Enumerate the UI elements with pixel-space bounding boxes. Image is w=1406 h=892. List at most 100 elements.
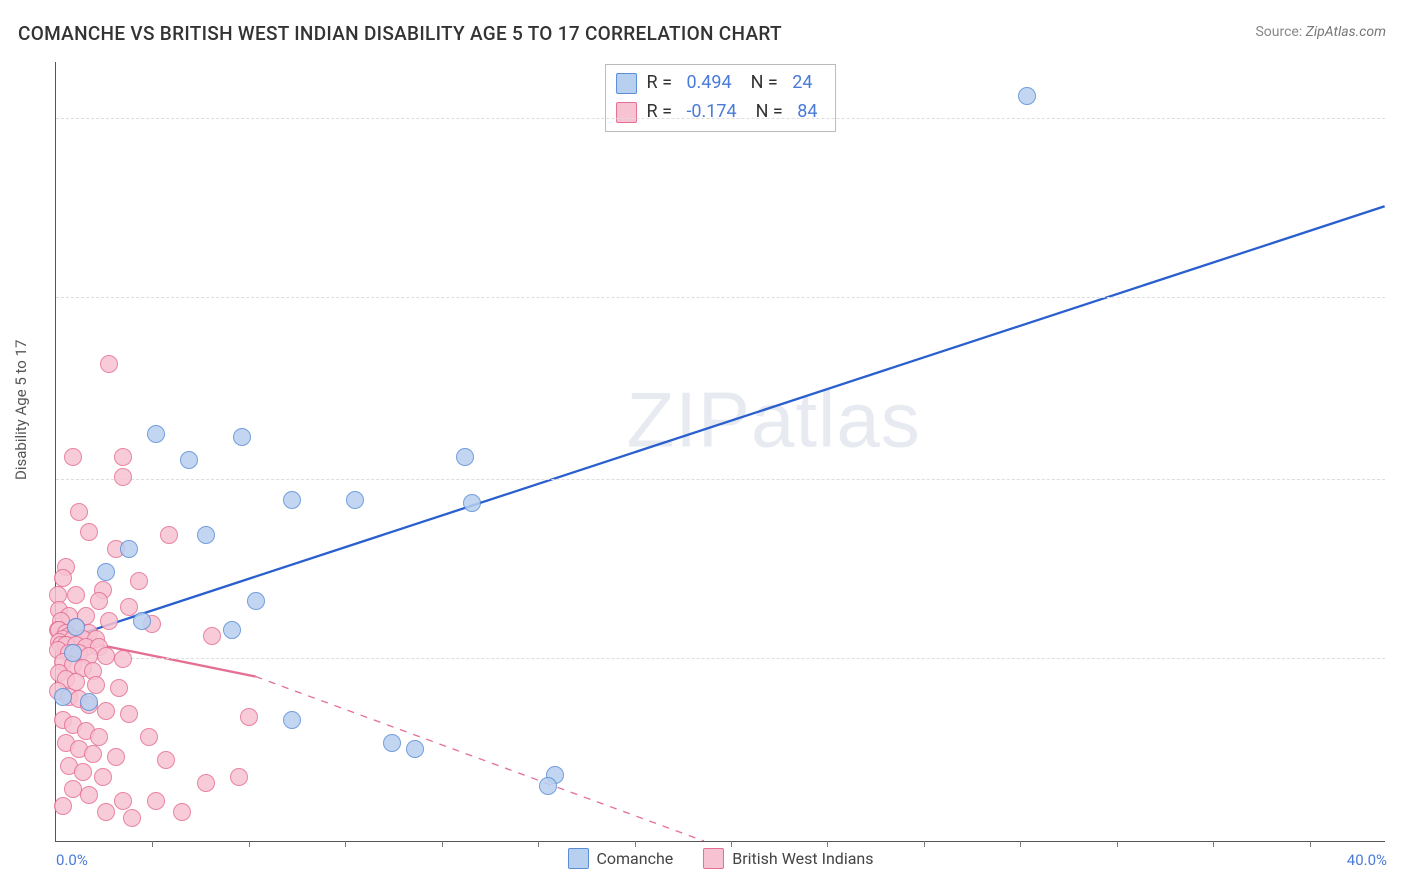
legend-item-bwi: British West Indians (703, 848, 873, 869)
data-point (90, 728, 108, 746)
stat-row-bwi: R = -0.174 N = 84 (616, 98, 818, 127)
data-point (64, 644, 82, 662)
data-point (120, 598, 138, 616)
data-point (346, 491, 364, 509)
stat-n-comanche: 24 (792, 69, 812, 98)
x-tick (1020, 841, 1021, 847)
swatch-comanche (567, 848, 588, 869)
x-tick (635, 841, 636, 847)
data-point (97, 803, 115, 821)
legend-label-comanche: Comanche (596, 849, 673, 868)
data-point (97, 647, 115, 665)
data-point (90, 592, 108, 610)
page-title: COMANCHE VS BRITISH WEST INDIAN DISABILI… (18, 22, 782, 45)
source-value: ZipAtlas.com (1306, 24, 1386, 40)
correlation-stats-box: R = 0.494 N = 24 R = -0.174 N = 84 (605, 64, 837, 132)
x-tick (1213, 841, 1214, 847)
stat-n-label: N = (747, 98, 788, 127)
x-tick (152, 841, 153, 847)
data-point (197, 774, 215, 792)
data-point (160, 526, 178, 544)
data-point (147, 425, 165, 443)
data-point (87, 676, 105, 694)
gridline (56, 297, 1385, 298)
x-axis-min-label: 0.0% (56, 851, 88, 869)
stat-n-label: N = (742, 69, 783, 98)
data-point (283, 711, 301, 729)
y-axis-label: Disability Age 5 to 17 (12, 340, 30, 480)
x-tick (827, 841, 828, 847)
data-point (54, 569, 72, 587)
data-point (114, 448, 132, 466)
series-legend: Comanche British West Indians (567, 848, 873, 869)
data-point (64, 780, 82, 798)
swatch-comanche (616, 73, 637, 94)
data-point (283, 491, 301, 509)
gridline (56, 658, 1385, 659)
data-point (147, 792, 165, 810)
data-point (383, 734, 401, 752)
data-point (173, 803, 191, 821)
data-point (230, 768, 248, 786)
data-point (247, 592, 265, 610)
data-point (539, 777, 557, 795)
data-point (54, 797, 72, 815)
data-point (456, 448, 474, 466)
data-point (133, 612, 151, 630)
data-point (80, 786, 98, 804)
data-point (223, 621, 241, 639)
watermark: ZIPatlas (627, 375, 921, 466)
data-point (67, 618, 85, 636)
data-point (67, 586, 85, 604)
x-tick (731, 841, 732, 847)
data-point (1018, 87, 1036, 105)
x-tick (345, 841, 346, 847)
x-axis-max-label: 40.0% (1347, 851, 1387, 869)
legend-label-bwi: British West Indians (732, 849, 873, 868)
x-tick (924, 841, 925, 847)
stat-n-bwi: 84 (797, 98, 817, 127)
data-point (110, 679, 128, 697)
data-point (107, 748, 125, 766)
data-point (97, 563, 115, 581)
scatter-plot: ZIPatlas R = 0.494 N = 24 R = -0.174 N =… (55, 62, 1385, 842)
data-point (114, 650, 132, 668)
x-tick (442, 841, 443, 847)
data-point (97, 702, 115, 720)
data-point (180, 451, 198, 469)
data-point (100, 355, 118, 373)
source-label: Source: (1255, 24, 1302, 40)
data-point (120, 540, 138, 558)
data-point (84, 745, 102, 763)
data-point (130, 572, 148, 590)
stat-r-bwi: -0.174 (686, 98, 736, 127)
data-point (94, 768, 112, 786)
data-point (114, 468, 132, 486)
swatch-bwi (616, 102, 637, 123)
data-point (157, 751, 175, 769)
stat-r-label: R = (647, 98, 677, 127)
data-point (233, 428, 251, 446)
data-point (140, 728, 158, 746)
gridline (56, 479, 1385, 480)
source-attribution: Source: ZipAtlas.com (1255, 24, 1386, 40)
data-point (80, 693, 98, 711)
data-point (197, 526, 215, 544)
data-point (406, 740, 424, 758)
x-tick (538, 841, 539, 847)
swatch-bwi (703, 848, 724, 869)
data-point (70, 503, 88, 521)
data-point (463, 494, 481, 512)
data-point (123, 809, 141, 827)
stat-row-comanche: R = 0.494 N = 24 (616, 69, 818, 98)
data-point (74, 763, 92, 781)
x-tick (249, 841, 250, 847)
stat-r-label: R = (647, 69, 677, 98)
data-point (100, 612, 118, 630)
legend-item-comanche: Comanche (567, 848, 673, 869)
data-point (64, 448, 82, 466)
data-point (120, 705, 138, 723)
x-tick (1310, 841, 1311, 847)
data-point (80, 523, 98, 541)
stat-r-comanche: 0.494 (686, 69, 731, 98)
